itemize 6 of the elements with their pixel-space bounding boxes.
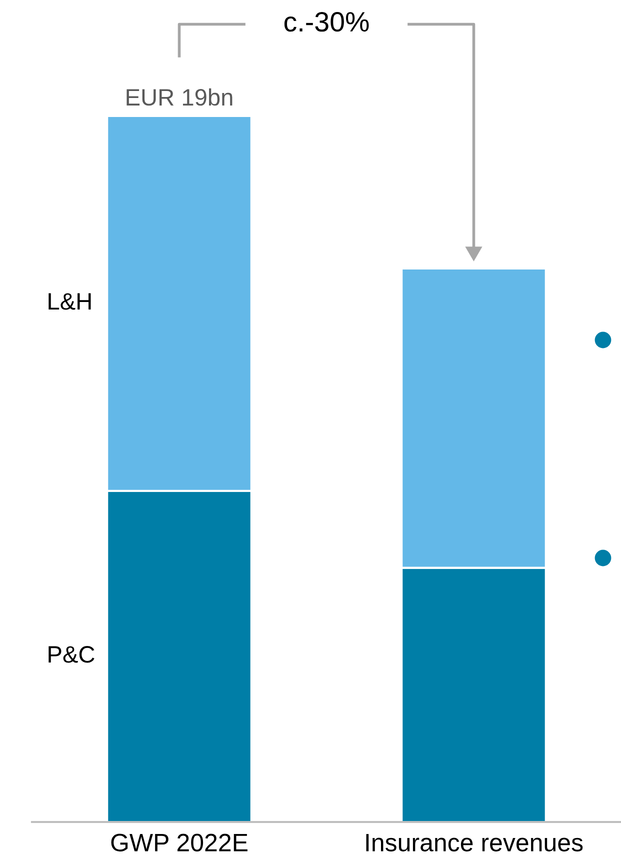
total-label: EUR 19bn	[126, 88, 232, 106]
x-tick-label: Insurance revenues	[366, 834, 583, 852]
text: c.-30%	[284, 12, 369, 32]
series-label: L&H	[48, 293, 91, 310]
x-tick-label: GWP 2022E	[111, 834, 248, 852]
series-label: P&C	[48, 646, 94, 663]
